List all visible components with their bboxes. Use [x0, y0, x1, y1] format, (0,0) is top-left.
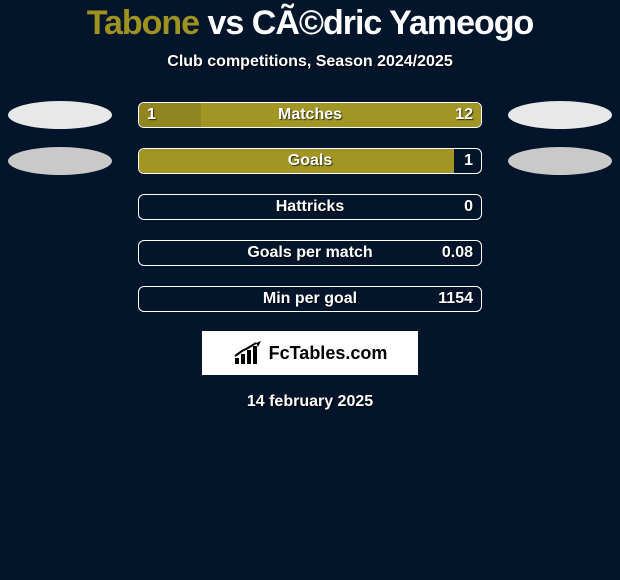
- logo-box: FcTables.com: [202, 331, 418, 375]
- subtitle: Club competitions, Season 2024/2025: [0, 53, 620, 71]
- left-team-oval: [8, 101, 112, 129]
- stat-row: Goals1: [0, 147, 620, 175]
- right-team-oval: [508, 147, 612, 175]
- bars-icon: [233, 340, 263, 366]
- stat-label: Goals per match: [139, 241, 481, 265]
- stat-value-right: 0.08: [442, 241, 473, 265]
- stat-label: Hattricks: [139, 195, 481, 219]
- date-text: 14 february 2025: [0, 393, 620, 411]
- right-team-oval: [508, 101, 612, 129]
- title-right: vs CÃ©dric Yameogo: [199, 4, 533, 42]
- stat-bar: Goals1: [138, 148, 482, 174]
- stat-row: Goals per match0.08: [0, 239, 620, 267]
- logo-text: FcTables.com: [269, 343, 388, 364]
- page-title: Tabone vs CÃ©dric Yameogo: [0, 0, 620, 43]
- stat-row: Min per goal1154: [0, 285, 620, 313]
- stat-value-right: 1: [464, 149, 473, 173]
- stat-bar: Hattricks0: [138, 194, 482, 220]
- stat-label: Matches: [139, 103, 481, 127]
- stat-label: Goals: [139, 149, 481, 173]
- stat-bar: Min per goal1154: [138, 286, 482, 312]
- stat-row: Hattricks0: [0, 193, 620, 221]
- stat-value-left: 1: [147, 103, 156, 127]
- stat-bar: Goals per match0.08: [138, 240, 482, 266]
- stat-row: Matches1 12: [0, 101, 620, 129]
- stat-bar: Matches1 12: [138, 102, 482, 128]
- title-left: Tabone: [87, 4, 199, 42]
- left-team-oval: [8, 147, 112, 175]
- stat-value-right: 0: [464, 195, 473, 219]
- stat-value-right: 1154: [438, 287, 473, 311]
- comparison-chart: Matches112Goals1Hattricks0Goals per matc…: [0, 101, 620, 313]
- stat-value-right: 12: [455, 103, 473, 127]
- stat-label: Min per goal: [139, 287, 481, 311]
- page-root: Tabone vs CÃ©dric Yameogo Club competiti…: [0, 0, 620, 580]
